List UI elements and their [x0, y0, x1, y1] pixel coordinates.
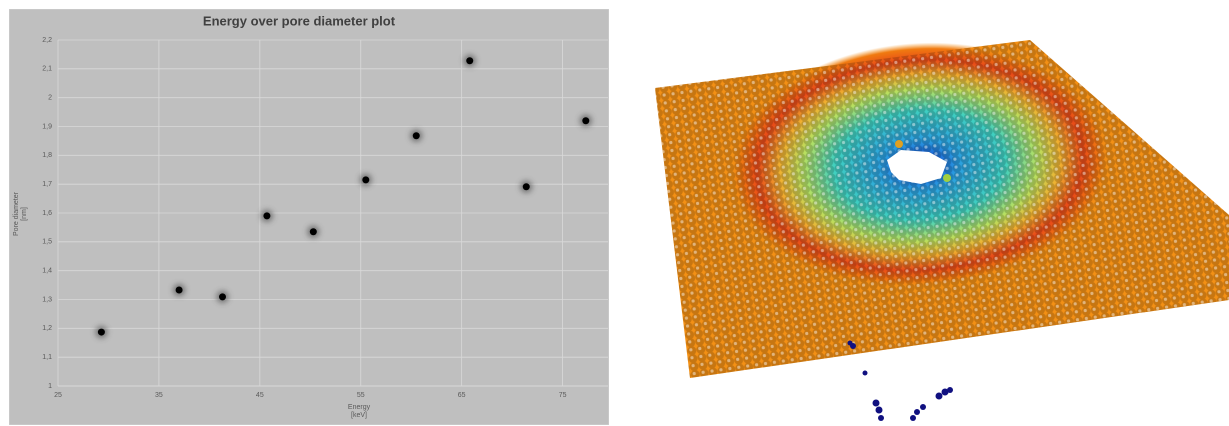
y-axis-label: Pore diameter [13, 191, 20, 236]
y-tick-label: 1,7 [42, 181, 52, 188]
chart: Energy over pore diameter plot Energy [k… [9, 9, 609, 425]
point [310, 228, 317, 235]
atom-grid [655, 40, 1229, 378]
y-tick-label: 1,1 [42, 354, 52, 361]
y-axis-label: [nm] [21, 207, 28, 221]
point [176, 286, 183, 293]
simulation-render [629, 0, 1229, 426]
y-tick-label: 1,8 [42, 152, 52, 159]
x-tick-label: 25 [54, 392, 62, 399]
chart-title: Energy over pore diameter plot [203, 13, 396, 28]
point [466, 57, 473, 64]
point [413, 132, 420, 139]
y-tick-label: 1,2 [42, 325, 52, 332]
y-tick-label: 1,3 [42, 296, 52, 303]
screenshot: Energy over pore diameter plot Energy [k… [0, 0, 1229, 426]
point [523, 183, 530, 190]
y-tick-label: 1 [48, 383, 52, 390]
point [98, 329, 105, 336]
x-tick-label: 75 [559, 392, 567, 399]
y-tick-label: 1,5 [42, 239, 52, 246]
x-tick-label: 65 [458, 392, 466, 399]
atom [943, 174, 951, 182]
y-tick-label: 1,6 [42, 210, 52, 217]
point [582, 117, 589, 124]
x-axis-label: [keV] [351, 412, 367, 419]
point [263, 212, 270, 219]
chart-background [9, 9, 609, 425]
point [219, 293, 226, 300]
y-tick-label: 1,4 [42, 268, 52, 275]
x-axis-label: Energy [348, 404, 371, 411]
y-tick-label: 1,9 [42, 123, 52, 130]
point [362, 176, 369, 183]
x-tick-label: 55 [357, 392, 365, 399]
atom [895, 140, 903, 148]
y-tick-label: 2 [48, 95, 52, 102]
x-tick-label: 45 [256, 392, 264, 399]
x-tick-label: 35 [155, 392, 163, 399]
y-tick-label: 2,2 [42, 37, 52, 44]
y-tick-label: 2,1 [42, 66, 52, 73]
